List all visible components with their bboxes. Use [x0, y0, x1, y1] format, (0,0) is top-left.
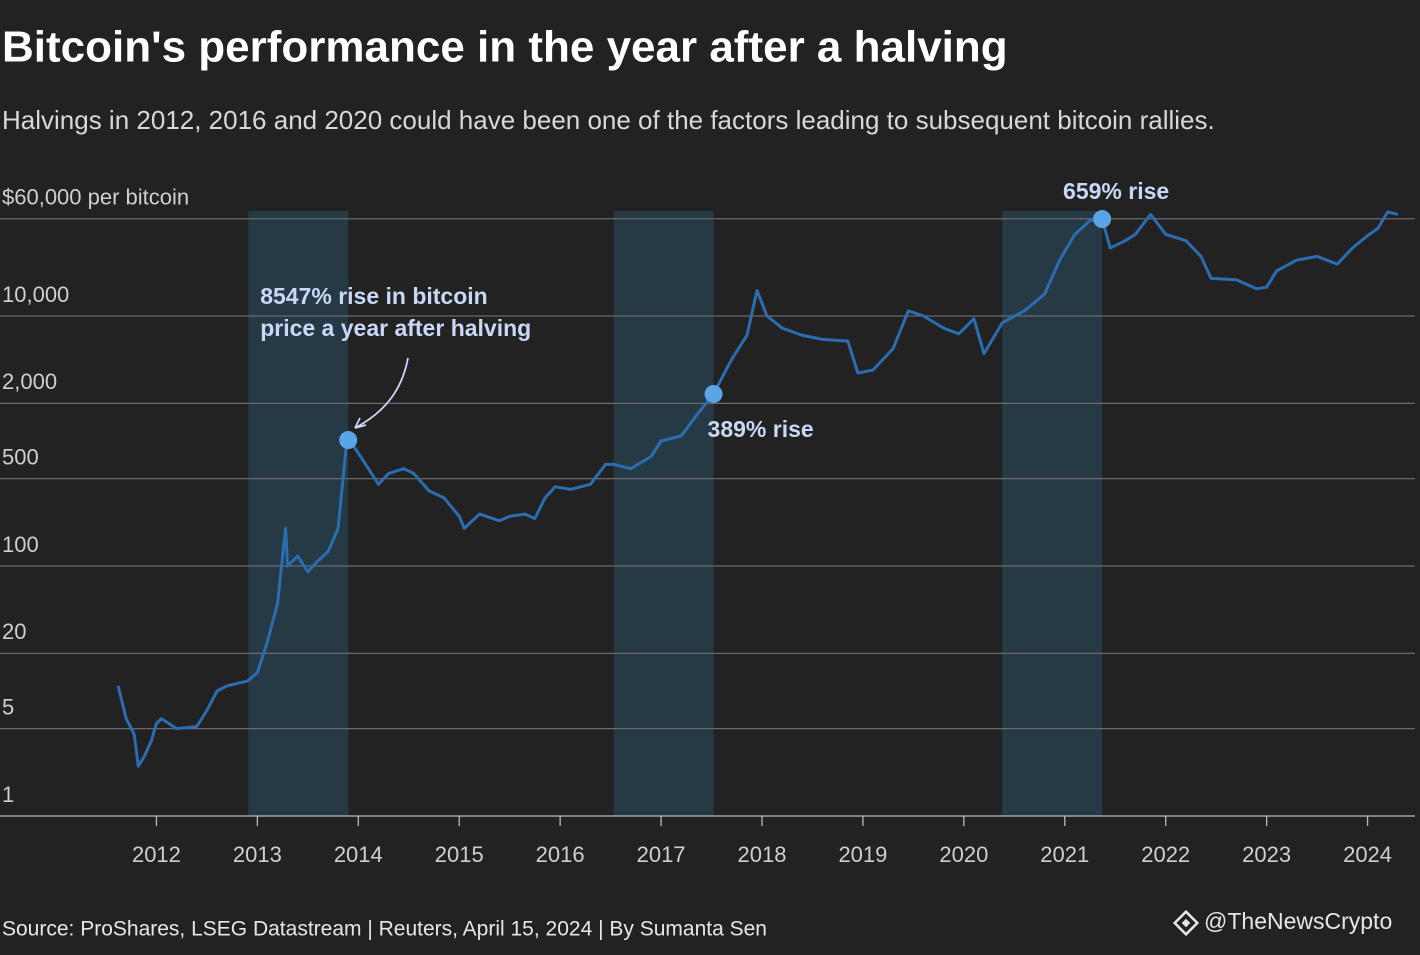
- halving-band: [248, 211, 349, 816]
- x-tick-label: 2023: [1242, 842, 1291, 867]
- x-tick-label: 2012: [132, 842, 181, 867]
- y-tick-label: 5: [2, 694, 14, 719]
- x-tick-label: 2015: [435, 842, 484, 867]
- annotation-text: 8547% rise in bitcoin: [260, 283, 488, 309]
- x-tick-label: 2019: [838, 842, 887, 867]
- y-tick-label: 1: [2, 782, 14, 807]
- y-tick-label: $60,000 per bitcoin: [2, 185, 189, 210]
- x-tick-label: 2018: [738, 842, 787, 867]
- x-tick-label: 2020: [939, 842, 988, 867]
- x-tick-label: 2014: [334, 842, 383, 867]
- y-tick-label: 20: [2, 619, 26, 644]
- y-tick-label: 2,000: [2, 369, 57, 394]
- shades: [248, 211, 1103, 816]
- chart-title: Bitcoin's performance in the year after …: [2, 23, 1008, 72]
- y-tick-label: 100: [2, 532, 39, 557]
- annotation-point: [704, 384, 723, 403]
- x-tick-label: 2016: [536, 842, 585, 867]
- plot: 8547% rise in bitcoin price a year after …: [116, 178, 1399, 768]
- chart-subtitle: Halvings in 2012, 2016 and 2020 could ha…: [2, 105, 1215, 135]
- watermark-icon: [1172, 909, 1200, 937]
- annotation-point: [1093, 210, 1112, 229]
- x-tick-label: 2024: [1343, 842, 1392, 867]
- source: Source: ProShares, LSEG Datastream | Reu…: [2, 918, 767, 941]
- annotation-point: [339, 431, 358, 450]
- halving-band: [1002, 211, 1103, 816]
- annotation-arrow: [354, 357, 409, 429]
- watermark: @TheNewsCrypto: [1204, 908, 1392, 934]
- annotation-text: price a year after halving: [260, 315, 531, 341]
- x-tick-label: 2022: [1141, 842, 1190, 867]
- grid: 1 5 20 100 500 2,000 10,000 $60,000 per bitcoin…: [0, 185, 1415, 867]
- y-tick-label: 500: [2, 444, 39, 469]
- annotation-text: 659% rise: [1063, 178, 1169, 204]
- annotation-text: 389% rise: [708, 416, 814, 442]
- x-tick-label: 2021: [1040, 842, 1089, 867]
- annotation-arrowhead: [354, 417, 367, 429]
- x-tick-label: 2013: [233, 842, 282, 867]
- y-tick-label: 10,000: [2, 282, 69, 307]
- halving-band: [613, 211, 714, 816]
- price-line: [116, 210, 1399, 768]
- x-tick-label: 2017: [637, 842, 686, 867]
